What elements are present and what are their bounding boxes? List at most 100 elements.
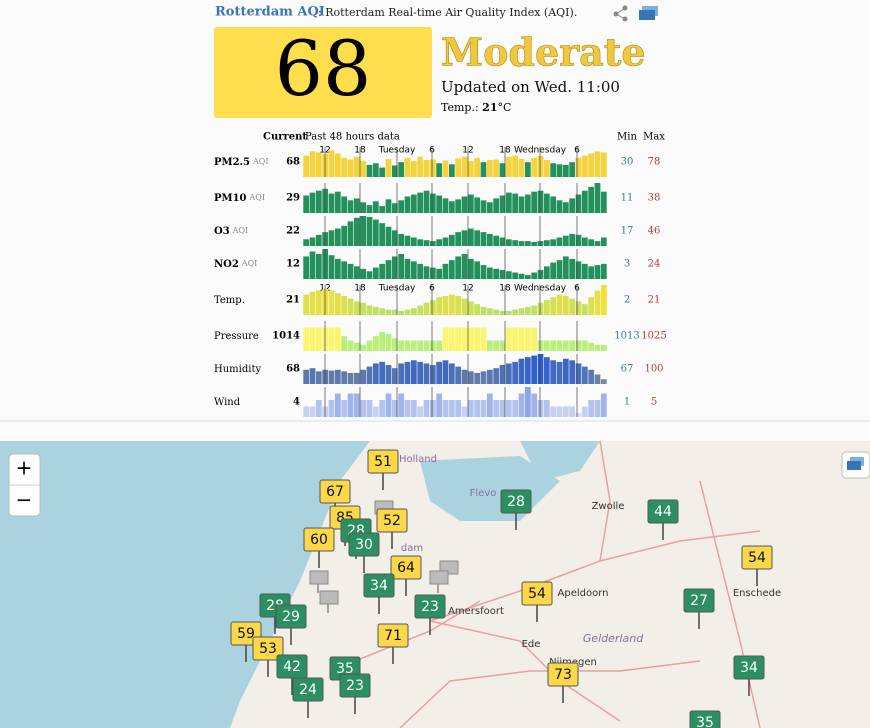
station-marker[interactable] <box>363 573 395 598</box>
history-bar <box>379 331 386 351</box>
history-bar <box>499 365 506 384</box>
station-marker[interactable] <box>276 654 308 679</box>
history-bar <box>600 237 607 246</box>
history-bar <box>480 200 487 213</box>
history-bar <box>562 406 569 417</box>
history-bar <box>353 342 360 351</box>
station-marker[interactable] <box>689 710 721 728</box>
station-marker[interactable] <box>390 555 422 580</box>
station-marker[interactable] <box>500 489 532 514</box>
history-bar <box>486 233 493 246</box>
history-bar <box>474 372 481 384</box>
share-icon[interactable] <box>613 5 628 22</box>
map[interactable]: + − Zwolle Apeldoorn Amersfoort Enschede Ede… <box>0 441 870 728</box>
station-marker[interactable] <box>429 570 449 585</box>
station-marker[interactable] <box>339 673 371 698</box>
roads <box>329 441 761 728</box>
history-bar <box>467 400 474 417</box>
marker-value: 67 <box>326 484 344 500</box>
widget-icon[interactable] <box>639 6 658 20</box>
history-bar <box>328 400 335 417</box>
station-marker[interactable] <box>292 677 324 702</box>
station-marker[interactable] <box>647 499 679 524</box>
marker-value: 59 <box>237 626 255 642</box>
history-bar <box>366 366 373 384</box>
history-bar <box>328 290 335 315</box>
history-bar <box>328 255 335 279</box>
history-bar <box>531 157 538 177</box>
history-bar <box>512 361 519 384</box>
station-marker[interactable] <box>319 590 339 605</box>
history-bar <box>417 340 424 351</box>
history-bar <box>499 195 506 213</box>
history-bar <box>505 156 512 177</box>
history-bar <box>398 233 405 246</box>
history-bar <box>303 155 310 177</box>
history-bar <box>334 191 341 213</box>
city-link[interactable]: Rotterdam AQI <box>215 5 325 20</box>
history-bar <box>328 150 335 177</box>
station-marker[interactable] <box>303 527 335 552</box>
history-bar <box>550 163 557 177</box>
history-bar <box>493 159 500 177</box>
station-marker[interactable] <box>275 604 307 629</box>
station-marker[interactable] <box>741 545 773 570</box>
history-bar <box>467 327 474 351</box>
station-marker[interactable] <box>309 570 329 585</box>
history-bar <box>531 191 538 213</box>
history-bar <box>524 357 531 384</box>
history-bar <box>480 327 487 351</box>
history-bar <box>531 305 538 315</box>
history-bar <box>581 155 588 177</box>
history-bar <box>562 295 569 315</box>
station-marker[interactable] <box>377 623 409 648</box>
history-bar <box>455 199 462 213</box>
history-bar <box>505 192 512 213</box>
station-marker[interactable] <box>348 532 380 557</box>
history-bar <box>543 193 550 213</box>
station-marker[interactable] <box>521 581 553 606</box>
history-bar <box>575 261 582 279</box>
history-bar <box>423 240 430 246</box>
place-label: Zwolle <box>592 501 625 512</box>
station-marker[interactable] <box>733 655 765 680</box>
history-bar <box>524 387 531 417</box>
history-bar <box>372 201 379 213</box>
history-bar <box>423 160 430 177</box>
history-bar <box>398 311 405 315</box>
station-marker[interactable] <box>319 479 351 504</box>
history-bar <box>334 153 341 177</box>
history-bar <box>550 340 557 351</box>
history-bar <box>562 256 569 279</box>
history-bar <box>569 162 576 177</box>
station-marker[interactable] <box>252 636 284 661</box>
station-marker[interactable] <box>547 662 579 687</box>
place-label: Amersfoort <box>448 606 504 617</box>
history-bar <box>556 260 563 279</box>
history-bar <box>512 193 519 213</box>
station-marker[interactable] <box>683 588 715 613</box>
history-bar <box>499 311 506 315</box>
history-bar <box>531 272 538 279</box>
history-bar <box>556 340 563 351</box>
history-bar <box>353 217 360 246</box>
history-bar <box>385 309 392 315</box>
row-unit: AQI <box>252 157 269 166</box>
station-marker[interactable] <box>414 594 446 619</box>
station-marker[interactable] <box>376 508 408 533</box>
row-max: 38 <box>648 193 661 204</box>
marker-value: 24 <box>299 682 317 698</box>
history-bar <box>600 191 607 213</box>
history-bar <box>594 151 601 177</box>
history-bar <box>594 183 601 213</box>
history-bar <box>410 261 417 279</box>
zoom-in[interactable]: + <box>16 456 33 480</box>
layers-button[interactable] <box>841 451 870 479</box>
history-bar <box>442 237 449 246</box>
row-current: 1014 <box>272 331 300 342</box>
history-bar <box>391 230 398 246</box>
history-bar <box>518 358 525 384</box>
marker-value: 28 <box>507 494 525 510</box>
zoom-out[interactable]: − <box>16 488 33 512</box>
station-marker[interactable] <box>367 449 399 474</box>
